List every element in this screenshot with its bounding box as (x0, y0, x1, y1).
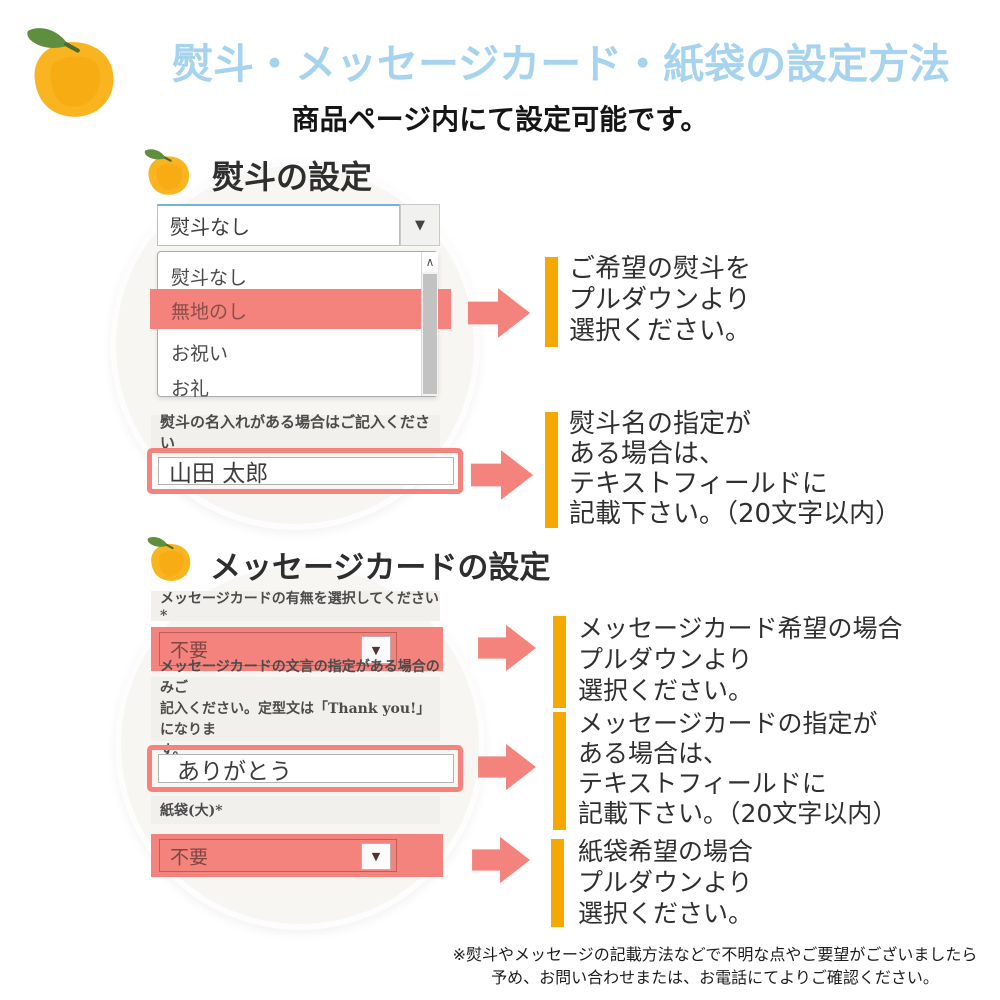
bag-hint: 紙袋希望の場合 プルダウンより 選択ください。 (578, 837, 754, 928)
option-oiwai[interactable]: お祝い (171, 343, 229, 365)
noshi-name-input[interactable] (158, 457, 454, 485)
accent-bar (553, 616, 566, 708)
highlighted-option-bar[interactable]: 無地のし (150, 289, 451, 329)
message-text-input[interactable] (158, 754, 454, 783)
bag-select[interactable]: 不要 ▼ (151, 834, 443, 877)
orange-fruit-icon (27, 28, 114, 117)
message-text-hint: メッセージカードの指定が ある場合は、 テキストフィールドに 記載下さい。（20… (578, 709, 898, 828)
accent-bar (551, 839, 564, 927)
message-presence-value: 不要 (170, 639, 209, 662)
accent-bar (553, 712, 566, 830)
noshi-select-value: 熨斗なし (170, 215, 250, 239)
message-text-highlight-frame (147, 745, 463, 792)
accent-bar (545, 257, 558, 347)
message-text-label: メッセージカードの文言の指定がある場合のみご 記入ください。定型文は「Thank… (151, 659, 440, 759)
message-presence-select[interactable]: 不要 ▼ (151, 627, 443, 671)
annotation-arrow-icon (478, 624, 536, 672)
bag-label: 紙袋(大)* (151, 796, 440, 824)
noshi-select-button[interactable]: ▼ (400, 204, 440, 246)
bag-select-button[interactable]: ▼ (361, 843, 391, 870)
scrollbar[interactable]: ∧ (421, 252, 438, 396)
noshi-name-label: 熨斗の名入れがある場合はご記入ください (151, 413, 440, 452)
page-subtitle: 商品ページ内にて設定可能です。 (291, 103, 709, 136)
orange-fruit-icon (144, 149, 190, 195)
message-presence-select-button[interactable]: ▼ (361, 636, 391, 664)
chevron-down-icon: ▼ (415, 217, 425, 233)
select-border (159, 839, 397, 872)
scrollbar-thumb[interactable] (423, 274, 437, 394)
orange-fruit-icon (147, 537, 191, 581)
page-title: 熨斗・メッセージカード・紙袋の設定方法 (172, 40, 951, 88)
annotation-arrow-icon (470, 450, 534, 500)
option-orei[interactable]: お礼 (171, 378, 210, 400)
noshi-name-highlight-frame (147, 448, 463, 494)
message-presence-label: メッセージカードの有無を選択してください* (151, 591, 440, 624)
select-border (159, 632, 397, 666)
noshi-select[interactable]: 熨斗なし (157, 204, 400, 246)
annotation-arrow-icon (478, 743, 536, 791)
chevron-down-icon: ▼ (371, 850, 381, 863)
message-presence-hint: メッセージカード希望の場合 プルダウンより 選択ください。 (578, 614, 903, 705)
footer-note: ※熨斗やメッセージの記載方法などで不明な点やご要望がございましたら 予め、お問い… (452, 945, 978, 987)
noshi-select-hint: ご希望の熨斗を プルダウンより 選択ください。 (569, 254, 752, 346)
noshi-name-hint: 熨斗名の指定が ある場合は、 テキストフィールドに 記載下さい。（20文字以内） (569, 409, 902, 529)
noshi-section-heading: 熨斗の設定 (212, 158, 373, 196)
scroll-up-icon[interactable]: ∧ (422, 252, 438, 272)
annotation-arrow-icon (472, 836, 530, 884)
annotation-arrow-icon (467, 288, 531, 338)
bag-select-value: 不要 (170, 846, 209, 868)
message-section-heading: メッセージカードの設定 (210, 550, 551, 586)
chevron-down-icon: ▼ (371, 643, 381, 657)
option-muji-noshi[interactable]: 無地のし (171, 301, 248, 323)
option-noshi-nashi[interactable]: 熨斗なし (171, 267, 248, 289)
accent-bar (545, 412, 558, 528)
